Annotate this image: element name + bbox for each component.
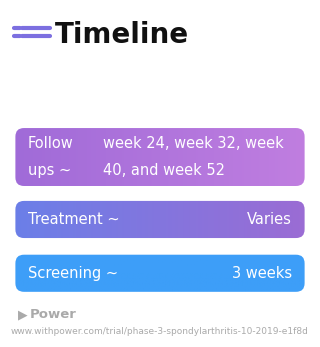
Text: week 24, week 32, week: week 24, week 32, week bbox=[103, 136, 284, 151]
Text: 3 weeks: 3 weeks bbox=[232, 266, 292, 281]
Text: www.withpower.com/trial/phase-3-spondylarthritis-10-2019-e1f8d: www.withpower.com/trial/phase-3-spondyla… bbox=[11, 328, 309, 337]
Text: 40, and week 52: 40, and week 52 bbox=[103, 163, 225, 178]
Text: Varies: Varies bbox=[247, 212, 292, 227]
Text: Screening ~: Screening ~ bbox=[28, 266, 118, 281]
Text: Power: Power bbox=[30, 308, 77, 322]
Text: Treatment ~: Treatment ~ bbox=[28, 212, 120, 227]
Text: Follow: Follow bbox=[28, 136, 74, 151]
Text: ups ~: ups ~ bbox=[28, 163, 71, 178]
Text: Timeline: Timeline bbox=[55, 21, 189, 49]
Text: ▶: ▶ bbox=[18, 308, 28, 322]
